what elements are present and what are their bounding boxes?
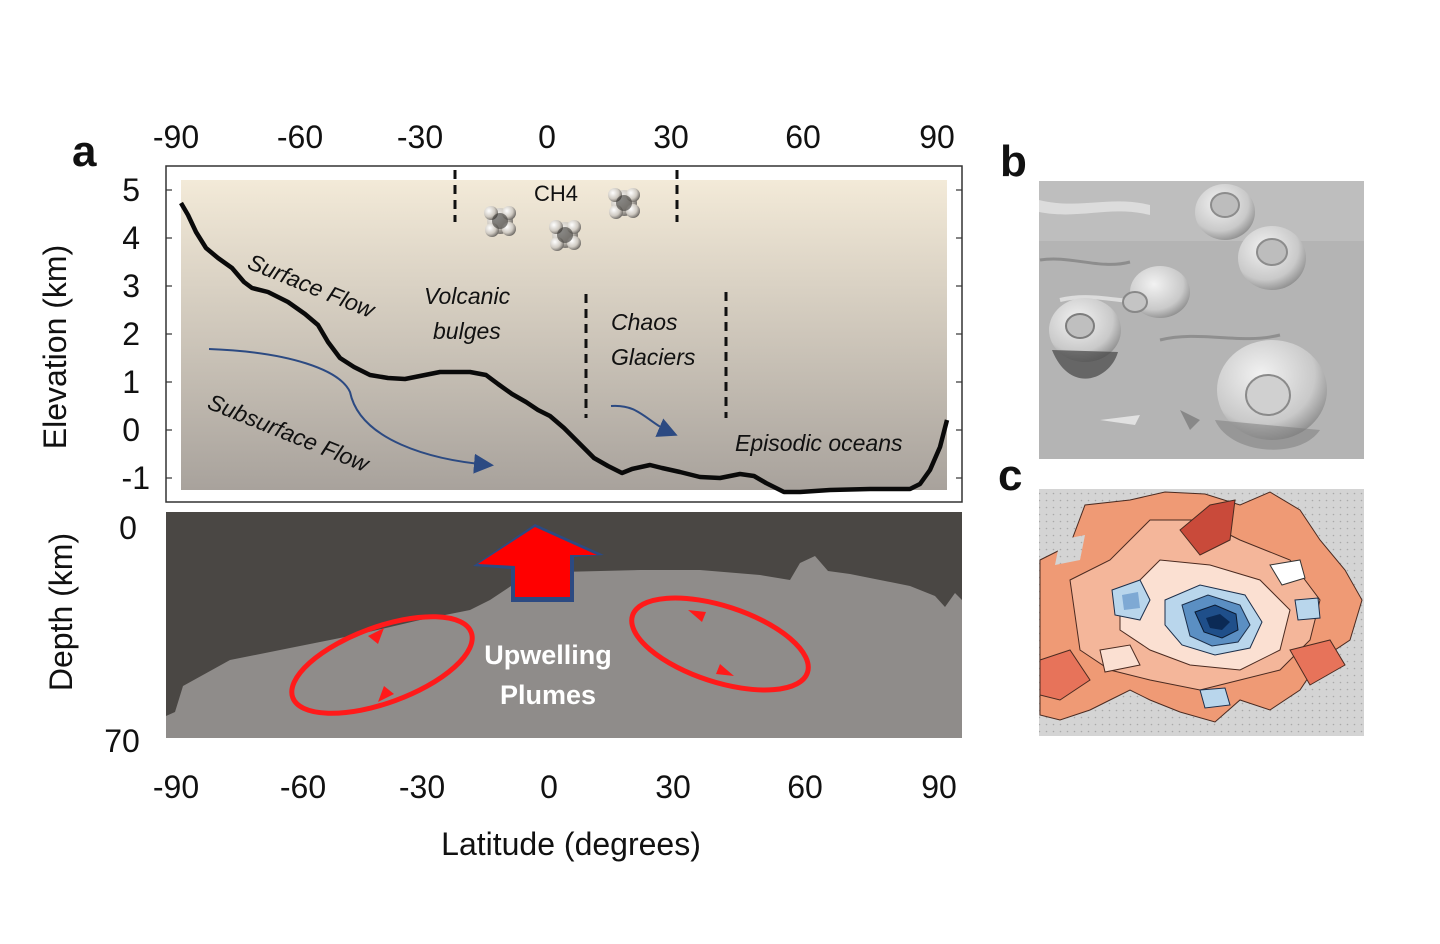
convection-cell-right <box>629 595 811 693</box>
panel-b-surface-image <box>1039 181 1364 459</box>
depth-tick: 0 <box>119 510 137 546</box>
panel-letter-b: b <box>1000 137 1027 186</box>
convection-arrowhead <box>716 664 734 676</box>
top-tick: 60 <box>785 119 821 155</box>
latitude-axis-label: Latitude (degrees) <box>441 826 701 862</box>
panel-letter-a: a <box>72 127 97 176</box>
methane-molecule-icon <box>484 206 516 237</box>
depth-tick: 70 <box>104 723 140 759</box>
panel-letter-c: c <box>998 451 1022 500</box>
elevation-profile <box>179 201 950 495</box>
chaos-glaciers-label-1: Chaos <box>611 309 678 335</box>
elevation-frame-ticks <box>166 189 962 479</box>
elev-tick: 2 <box>122 316 140 352</box>
episodic-oceans-label: Episodic oceans <box>735 430 903 456</box>
top-tick: -90 <box>153 119 199 155</box>
bottom-tick: 0 <box>540 769 558 805</box>
top-tick: -30 <box>397 119 443 155</box>
elevation-ticks: 5 4 3 2 1 0 -1 <box>122 172 150 496</box>
elev-tick: 0 <box>122 412 140 448</box>
upwelling-arrow <box>473 524 604 602</box>
top-tick: 0 <box>538 119 556 155</box>
bottom-tick: 60 <box>787 769 823 805</box>
chaos-glaciers-label-2: Glaciers <box>611 344 696 370</box>
elev-tick: 1 <box>122 364 140 400</box>
elev-tick: 3 <box>122 268 140 304</box>
elev-tick: 4 <box>122 220 140 256</box>
subsurface-flow-arrow <box>208 348 494 474</box>
methane-molecule-icon <box>608 188 640 219</box>
elev-tick: 5 <box>122 172 140 208</box>
top-axis-ticks: -90 -60 -30 0 30 60 90 <box>153 119 955 155</box>
bottom-tick: -90 <box>153 769 199 805</box>
upwelling-plumes-label-2: Plumes <box>500 680 596 710</box>
upwelling-plumes-label-1: Upwelling <box>484 640 612 670</box>
bottom-tick: -30 <box>399 769 445 805</box>
convection-arrowhead <box>688 610 706 622</box>
elev-tick: -1 <box>122 460 150 496</box>
depth-axis-label: Depth (km) <box>43 533 79 691</box>
volcanic-bulges-label-2: bulges <box>433 318 501 344</box>
panel-c-contour-map <box>1039 489 1364 736</box>
bottom-tick: -60 <box>280 769 326 805</box>
glacier-flow-arrow <box>610 404 678 437</box>
bottom-axis-ticks: -90 -60 -30 0 30 60 90 <box>153 769 957 805</box>
top-tick: 90 <box>919 119 955 155</box>
convection-arrowhead <box>368 628 384 644</box>
top-tick: 30 <box>653 119 689 155</box>
volcanic-bulges-label-1: Volcanic <box>424 283 511 309</box>
convection-arrowhead <box>378 686 394 702</box>
top-tick: -60 <box>277 119 323 155</box>
elevation-axis-label: Elevation (km) <box>37 245 73 450</box>
convection-cell-left <box>289 614 475 716</box>
bottom-tick: 90 <box>921 769 957 805</box>
bottom-tick: 30 <box>655 769 691 805</box>
methane-molecule-icon <box>549 220 581 251</box>
ch4-label: CH4 <box>534 181 578 206</box>
